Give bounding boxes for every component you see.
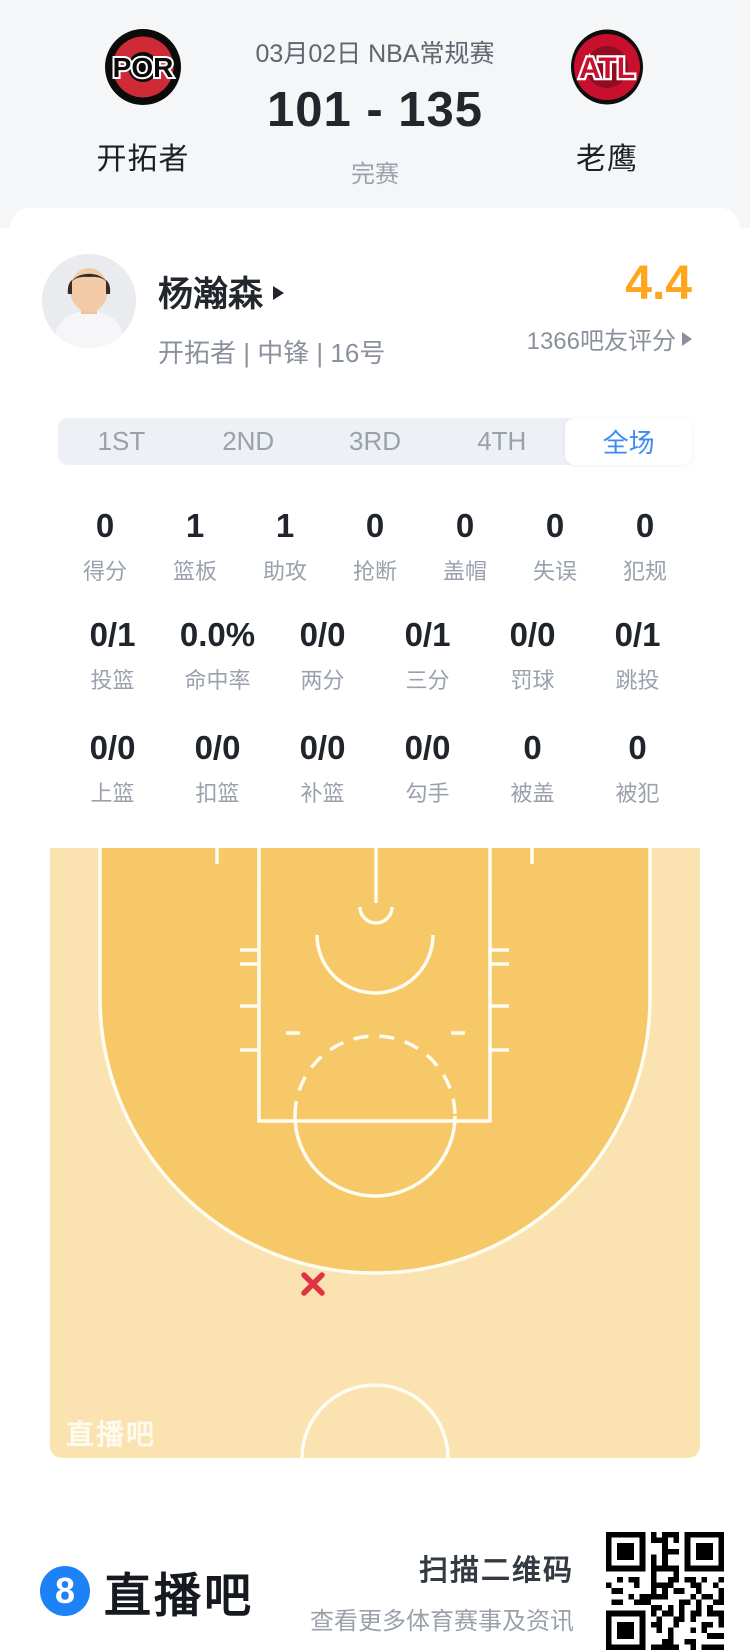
rating-value: 4.4 xyxy=(625,257,692,310)
away-team-name: 老鹰 xyxy=(576,143,638,176)
stat-jumpshot: 0/1 跳投 xyxy=(614,616,661,693)
rating-label: 1366吧友评分 xyxy=(526,328,676,355)
brand-logo: 8 直播吧 xyxy=(40,1557,254,1626)
player-card: 杨瀚森 开拓者 | 中锋 | 16号 4.4 1366吧友评分 1ST 2ND … xyxy=(10,208,740,1468)
qr-text-block: 扫描二维码 查看更多体育赛事及资讯 xyxy=(310,1547,574,1636)
stat-fg-pct: 0.0% 命中率 xyxy=(179,616,256,693)
chevron-right-icon xyxy=(682,331,692,346)
player-name: 杨瀚森 xyxy=(158,275,264,314)
player-meta: 杨瀚森 开拓者 | 中锋 | 16号 xyxy=(158,254,385,370)
stat-steals: 0 抢断 xyxy=(352,507,397,584)
player-info: 开拓者 | 中锋 | 16号 xyxy=(158,338,386,368)
match-score: 101 - 135 xyxy=(266,83,484,137)
por-team-logo: POR xyxy=(105,29,181,105)
stat-3pt: 0/1 三分 xyxy=(404,616,451,693)
home-team[interactable]: POR 开拓者 xyxy=(58,0,228,178)
stat-fouls: 0 犯规 xyxy=(622,507,667,584)
qr-subtitle: 查看更多体育赛事及资讯 xyxy=(310,1607,574,1635)
atl-team-logo: ATL xyxy=(571,29,643,105)
stat-layup: 0/0 上篮 xyxy=(89,729,136,806)
tab-full-game[interactable]: 全场 xyxy=(565,418,692,465)
chevron-right-icon xyxy=(273,286,285,300)
player-avatar-image xyxy=(42,254,136,348)
stat-hook: 0/0 勾手 xyxy=(404,729,451,806)
stats-row-basic: 0 得分 1 篮板 1 助攻 0 抢断 0 盖帽 0 失误 0 犯规 xyxy=(60,507,690,586)
brand-name: 直播吧 xyxy=(104,1568,254,1622)
stats-row-shooting: 0/1 投篮 0.0% 命中率 0/0 两分 0/1 三分 0/0 罚球 0/1 跳投 xyxy=(60,616,690,695)
zhibo8-badge-icon: 8 xyxy=(40,1566,90,1616)
app-footer: 8 直播吧 扫描二维码 查看更多体育赛事及资讯 xyxy=(0,1468,750,1650)
stat-fg: 0/1 投篮 xyxy=(89,616,136,693)
stat-dunk: 0/0 扣篮 xyxy=(194,729,241,806)
stat-putback: 0/0 补篮 xyxy=(299,729,346,806)
atl-logo-text: ATL xyxy=(579,52,635,85)
stats-row-detail: 0/0 上篮 0/0 扣篮 0/0 补篮 0/0 勾手 0 被盖 0 被犯 xyxy=(60,729,690,808)
tab-4th[interactable]: 4TH xyxy=(477,426,527,456)
match-status: 完赛 xyxy=(351,161,399,188)
stat-fouled: 0 被犯 xyxy=(615,729,660,806)
quarter-tabs: 1ST 2ND 3RD 4TH 全场 xyxy=(58,418,692,465)
court-watermark: 直播吧 xyxy=(66,1419,156,1450)
stat-blocks: 0 盖帽 xyxy=(442,507,487,584)
stat-2pt: 0/0 两分 xyxy=(299,616,346,693)
rating-block[interactable]: 4.4 1366吧友评分 xyxy=(527,254,692,356)
stat-blocked: 0 被盖 xyxy=(510,729,555,806)
tab-2nd[interactable]: 2ND xyxy=(222,426,275,456)
stat-turnovers: 0 失误 xyxy=(532,507,577,584)
qr-code xyxy=(606,1532,724,1650)
away-team[interactable]: ATL 老鹰 xyxy=(522,0,692,178)
stat-rebounds: 1 篮板 xyxy=(172,507,217,584)
shot-chart: 直播吧 xyxy=(50,848,700,1458)
qr-title: 扫描二维码 xyxy=(418,1554,574,1587)
stat-points: 0 得分 xyxy=(82,507,127,584)
tab-1st[interactable]: 1ST xyxy=(97,426,146,456)
home-team-name: 开拓者 xyxy=(96,143,190,176)
por-logo-text: POR xyxy=(113,52,174,83)
scoreboard-header: POR 开拓者 03月02日 NBA常规赛 101 - 135 完赛 ATL 老… xyxy=(0,0,750,228)
player-name-row[interactable]: 杨瀚森 xyxy=(158,266,385,317)
score-column: 03月02日 NBA常规赛 101 - 135 完赛 xyxy=(228,0,522,189)
stat-assists: 1 助攻 xyxy=(262,507,307,584)
miss-marker xyxy=(301,1272,325,1296)
stat-ft: 0/0 罚球 xyxy=(509,616,556,693)
player-header-row: 杨瀚森 开拓者 | 中锋 | 16号 4.4 1366吧友评分 xyxy=(10,208,740,370)
player-avatar[interactable] xyxy=(42,254,136,348)
tab-3rd[interactable]: 3RD xyxy=(348,426,401,456)
court-diagram: 直播吧 xyxy=(50,848,700,1458)
match-date: 03月02日 NBA常规赛 xyxy=(255,40,495,68)
